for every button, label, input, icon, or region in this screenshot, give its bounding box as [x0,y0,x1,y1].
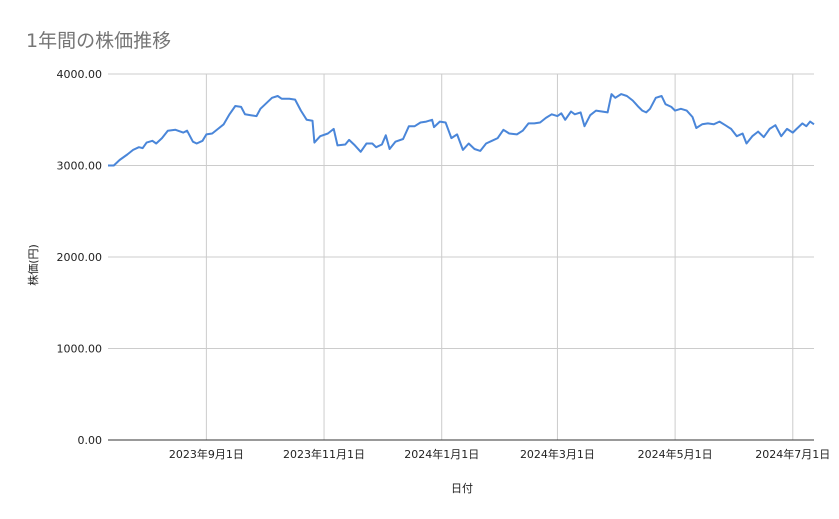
y-tick-label: 1000.00 [57,343,103,356]
y-tick-label: 2000.00 [57,251,103,264]
x-tick-label: 2024年3月1日 [520,447,595,461]
x-axis-title: 日付 [451,482,473,495]
y-axis-title: 株価(円) [26,244,40,286]
y-axis-ticks: 0.00 1000.00 2000.00 3000.00 4000.00 [57,68,103,447]
series-line [108,93,815,167]
x-tick-label: 2023年11月1日 [283,447,365,461]
y-tick-label: 0.00 [78,434,103,447]
x-tick-label: 2023年9月1日 [169,447,244,461]
grid [108,73,814,440]
y-tick-label: 3000.00 [57,160,103,173]
x-tick-label: 2024年7月1日 [755,447,830,461]
x-tick-label: 2024年1月1日 [404,447,479,461]
x-axis-ticks: 2023年9月1日 2023年11月1日 2024年1月1日 2024年3月1日 202… [169,447,830,461]
y-tick-label: 4000.00 [57,68,103,81]
chart-title: 1年間の株価推移 [26,30,172,52]
x-tick-label: 2024年5月1日 [638,447,713,461]
